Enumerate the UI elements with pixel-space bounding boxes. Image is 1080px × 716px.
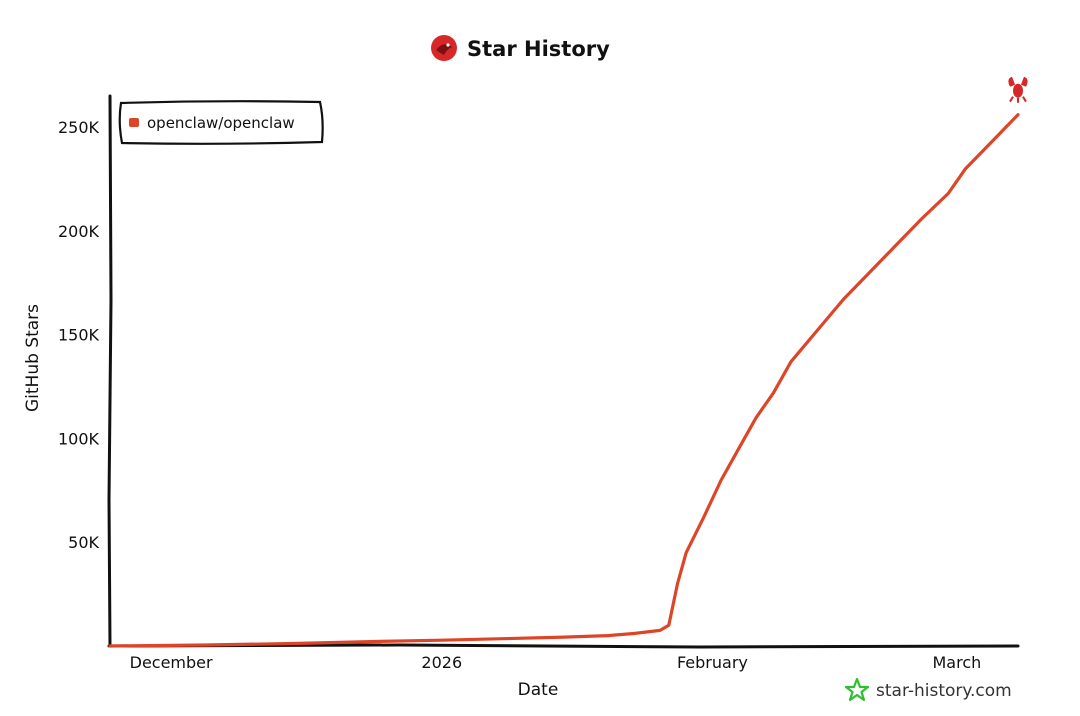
data-point (677, 583, 678, 585)
y-tick-label: 50K (68, 533, 99, 552)
data-point (563, 636, 565, 638)
data-point (738, 448, 740, 450)
red-lobster-logo-icon (431, 35, 457, 61)
data-point (895, 244, 897, 246)
data-point (991, 141, 993, 143)
star-outline-icon (844, 677, 870, 702)
lobster-icon (1008, 76, 1028, 103)
data-point (947, 193, 949, 194)
legend: openclaw/openclaw (118, 100, 324, 145)
data-point (205, 644, 207, 646)
data-point (790, 361, 792, 363)
data-point (816, 330, 818, 331)
data-point (668, 624, 670, 626)
legend-swatch (129, 118, 139, 127)
data-point (633, 633, 635, 634)
data-point (685, 552, 687, 554)
watermark: star-history.com (844, 677, 1012, 702)
chart-title: Star History (467, 37, 610, 61)
data-point (441, 639, 443, 641)
title-group: Star History (431, 35, 610, 61)
y-tick-label: 100K (58, 429, 100, 448)
y-tick-label: 200K (58, 222, 100, 241)
data-point (773, 392, 774, 394)
data-point (869, 271, 871, 273)
data-point (703, 516, 705, 518)
x-tick-labels: December 2026 February March (130, 653, 982, 672)
series-group (108, 113, 1020, 648)
data-point (755, 417, 757, 419)
x-axis-title: Date (518, 680, 559, 700)
data-point (1017, 114, 1019, 116)
x-tick-label: March (932, 653, 981, 672)
x-tick-label: February (677, 653, 748, 672)
data-point (921, 218, 923, 219)
y-tick-label: 150K (58, 326, 100, 345)
y-axis-title: GitHub Stars (23, 304, 43, 412)
data-point (607, 635, 609, 637)
legend-label: openclaw/openclaw (147, 114, 295, 132)
series-line-0 (108, 113, 1020, 648)
watermark-text: star-history.com (876, 681, 1012, 701)
data-point (720, 479, 722, 481)
y-axis (107, 94, 113, 648)
data-point (109, 645, 111, 647)
y-tick-labels: 50K 100K 150K 200K 250K (58, 118, 100, 552)
x-tick-label: December (130, 653, 213, 672)
data-point (659, 629, 661, 631)
data-point (965, 168, 967, 170)
y-tick-label: 250K (58, 118, 100, 137)
x-tick-label: 2026 (421, 653, 462, 672)
data-point (380, 640, 382, 642)
data-point (842, 298, 844, 300)
data-point (502, 638, 504, 640)
data-point (292, 643, 294, 644)
